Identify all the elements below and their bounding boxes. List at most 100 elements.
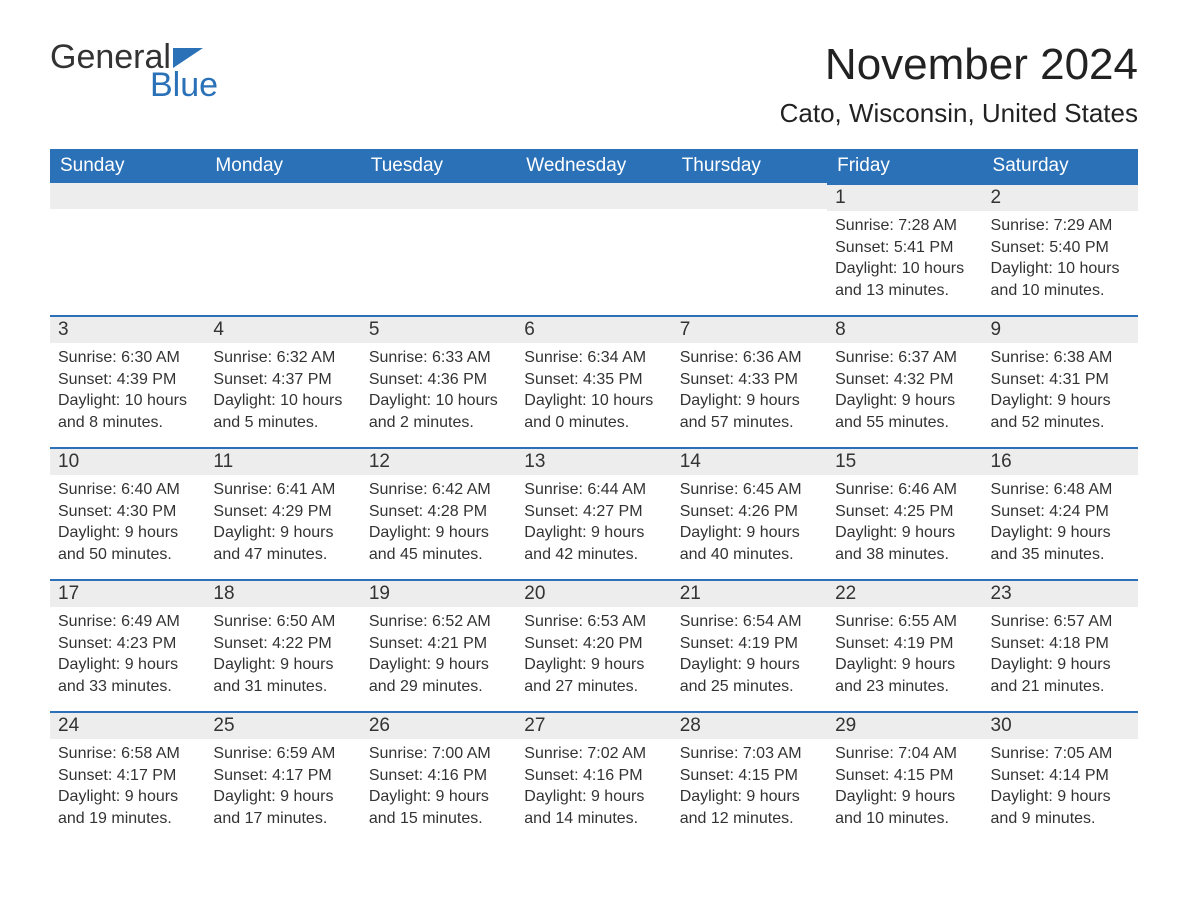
daylight-line: Daylight: 9 hours and 52 minutes. bbox=[991, 390, 1130, 433]
daylight-line: Daylight: 9 hours and 23 minutes. bbox=[835, 654, 974, 697]
day-cell: 27Sunrise: 7:02 AMSunset: 4:16 PMDayligh… bbox=[516, 711, 671, 843]
day-body: Sunrise: 6:44 AMSunset: 4:27 PMDaylight:… bbox=[516, 475, 671, 573]
day-body: Sunrise: 6:58 AMSunset: 4:17 PMDaylight:… bbox=[50, 739, 205, 837]
sunset-line: Sunset: 4:20 PM bbox=[524, 633, 663, 655]
day-body: Sunrise: 6:38 AMSunset: 4:31 PMDaylight:… bbox=[983, 343, 1138, 441]
logo-flag-icon bbox=[173, 48, 203, 68]
day-number: 9 bbox=[983, 315, 1138, 343]
sunrise-line: Sunrise: 6:45 AM bbox=[680, 479, 819, 501]
day-number: 8 bbox=[827, 315, 982, 343]
day-body: Sunrise: 6:53 AMSunset: 4:20 PMDaylight:… bbox=[516, 607, 671, 705]
day-body: Sunrise: 6:59 AMSunset: 4:17 PMDaylight:… bbox=[205, 739, 360, 837]
day-body: Sunrise: 7:29 AMSunset: 5:40 PMDaylight:… bbox=[983, 211, 1138, 309]
sunrise-line: Sunrise: 6:36 AM bbox=[680, 347, 819, 369]
weekday-wednesday: Wednesday bbox=[516, 149, 671, 183]
day-cell: 7Sunrise: 6:36 AMSunset: 4:33 PMDaylight… bbox=[672, 315, 827, 447]
day-cell: 22Sunrise: 6:55 AMSunset: 4:19 PMDayligh… bbox=[827, 579, 982, 711]
week-row: 1Sunrise: 7:28 AMSunset: 5:41 PMDaylight… bbox=[50, 183, 1138, 315]
day-number-empty bbox=[516, 183, 671, 209]
sunset-line: Sunset: 4:23 PM bbox=[58, 633, 197, 655]
logo-word2: Blue bbox=[150, 68, 218, 102]
day-number: 18 bbox=[205, 579, 360, 607]
sunset-line: Sunset: 4:28 PM bbox=[369, 501, 508, 523]
sunset-line: Sunset: 4:35 PM bbox=[524, 369, 663, 391]
day-number: 7 bbox=[672, 315, 827, 343]
daylight-line: Daylight: 9 hours and 33 minutes. bbox=[58, 654, 197, 697]
daylight-line: Daylight: 9 hours and 15 minutes. bbox=[369, 786, 508, 829]
daylight-line: Daylight: 9 hours and 40 minutes. bbox=[680, 522, 819, 565]
sunset-line: Sunset: 4:18 PM bbox=[991, 633, 1130, 655]
sunrise-line: Sunrise: 6:50 AM bbox=[213, 611, 352, 633]
week-row: 10Sunrise: 6:40 AMSunset: 4:30 PMDayligh… bbox=[50, 447, 1138, 579]
sunrise-line: Sunrise: 7:29 AM bbox=[991, 215, 1130, 237]
day-cell: 24Sunrise: 6:58 AMSunset: 4:17 PMDayligh… bbox=[50, 711, 205, 843]
day-body: Sunrise: 6:57 AMSunset: 4:18 PMDaylight:… bbox=[983, 607, 1138, 705]
day-cell bbox=[672, 183, 827, 315]
sunset-line: Sunset: 4:17 PM bbox=[213, 765, 352, 787]
sunset-line: Sunset: 4:16 PM bbox=[369, 765, 508, 787]
header: General Blue November 2024 Cato, Wiscons… bbox=[50, 40, 1138, 129]
day-body: Sunrise: 6:52 AMSunset: 4:21 PMDaylight:… bbox=[361, 607, 516, 705]
day-cell: 28Sunrise: 7:03 AMSunset: 4:15 PMDayligh… bbox=[672, 711, 827, 843]
sunrise-line: Sunrise: 6:54 AM bbox=[680, 611, 819, 633]
sunset-line: Sunset: 4:32 PM bbox=[835, 369, 974, 391]
sunset-line: Sunset: 4:17 PM bbox=[58, 765, 197, 787]
day-cell bbox=[205, 183, 360, 315]
sunset-line: Sunset: 4:26 PM bbox=[680, 501, 819, 523]
sunset-line: Sunset: 4:21 PM bbox=[369, 633, 508, 655]
day-body: Sunrise: 6:40 AMSunset: 4:30 PMDaylight:… bbox=[50, 475, 205, 573]
sunset-line: Sunset: 4:39 PM bbox=[58, 369, 197, 391]
daylight-line: Daylight: 9 hours and 38 minutes. bbox=[835, 522, 974, 565]
daylight-line: Daylight: 9 hours and 35 minutes. bbox=[991, 522, 1130, 565]
day-number: 19 bbox=[361, 579, 516, 607]
day-cell: 11Sunrise: 6:41 AMSunset: 4:29 PMDayligh… bbox=[205, 447, 360, 579]
day-cell: 20Sunrise: 6:53 AMSunset: 4:20 PMDayligh… bbox=[516, 579, 671, 711]
sunrise-line: Sunrise: 7:02 AM bbox=[524, 743, 663, 765]
logo: General Blue bbox=[50, 40, 218, 102]
daylight-line: Daylight: 9 hours and 27 minutes. bbox=[524, 654, 663, 697]
weekday-saturday: Saturday bbox=[983, 149, 1138, 183]
day-number: 2 bbox=[983, 183, 1138, 211]
daylight-line: Daylight: 9 hours and 9 minutes. bbox=[991, 786, 1130, 829]
location: Cato, Wisconsin, United States bbox=[780, 98, 1138, 129]
daylight-line: Daylight: 9 hours and 47 minutes. bbox=[213, 522, 352, 565]
sunset-line: Sunset: 5:40 PM bbox=[991, 237, 1130, 259]
daylight-line: Daylight: 9 hours and 12 minutes. bbox=[680, 786, 819, 829]
day-number-empty bbox=[205, 183, 360, 209]
sunrise-line: Sunrise: 6:32 AM bbox=[213, 347, 352, 369]
daylight-line: Daylight: 10 hours and 0 minutes. bbox=[524, 390, 663, 433]
day-body: Sunrise: 6:33 AMSunset: 4:36 PMDaylight:… bbox=[361, 343, 516, 441]
daylight-line: Daylight: 9 hours and 42 minutes. bbox=[524, 522, 663, 565]
daylight-line: Daylight: 10 hours and 8 minutes. bbox=[58, 390, 197, 433]
sunset-line: Sunset: 4:22 PM bbox=[213, 633, 352, 655]
sunrise-line: Sunrise: 6:48 AM bbox=[991, 479, 1130, 501]
sunrise-line: Sunrise: 6:53 AM bbox=[524, 611, 663, 633]
day-number: 15 bbox=[827, 447, 982, 475]
day-body: Sunrise: 6:37 AMSunset: 4:32 PMDaylight:… bbox=[827, 343, 982, 441]
daylight-line: Daylight: 9 hours and 17 minutes. bbox=[213, 786, 352, 829]
sunset-line: Sunset: 4:25 PM bbox=[835, 501, 974, 523]
sunrise-line: Sunrise: 6:37 AM bbox=[835, 347, 974, 369]
daylight-line: Daylight: 9 hours and 14 minutes. bbox=[524, 786, 663, 829]
sunrise-line: Sunrise: 6:46 AM bbox=[835, 479, 974, 501]
day-number: 23 bbox=[983, 579, 1138, 607]
day-number: 6 bbox=[516, 315, 671, 343]
title-block: November 2024 Cato, Wisconsin, United St… bbox=[780, 40, 1138, 129]
sunset-line: Sunset: 5:41 PM bbox=[835, 237, 974, 259]
day-cell: 5Sunrise: 6:33 AMSunset: 4:36 PMDaylight… bbox=[361, 315, 516, 447]
day-body: Sunrise: 6:46 AMSunset: 4:25 PMDaylight:… bbox=[827, 475, 982, 573]
sunset-line: Sunset: 4:27 PM bbox=[524, 501, 663, 523]
week-row: 17Sunrise: 6:49 AMSunset: 4:23 PMDayligh… bbox=[50, 579, 1138, 711]
daylight-line: Daylight: 9 hours and 19 minutes. bbox=[58, 786, 197, 829]
day-body: Sunrise: 7:00 AMSunset: 4:16 PMDaylight:… bbox=[361, 739, 516, 837]
sunset-line: Sunset: 4:16 PM bbox=[524, 765, 663, 787]
day-number: 25 bbox=[205, 711, 360, 739]
sunset-line: Sunset: 4:29 PM bbox=[213, 501, 352, 523]
day-body: Sunrise: 7:02 AMSunset: 4:16 PMDaylight:… bbox=[516, 739, 671, 837]
sunrise-line: Sunrise: 6:40 AM bbox=[58, 479, 197, 501]
month-title: November 2024 bbox=[780, 40, 1138, 90]
day-cell: 4Sunrise: 6:32 AMSunset: 4:37 PMDaylight… bbox=[205, 315, 360, 447]
day-cell: 25Sunrise: 6:59 AMSunset: 4:17 PMDayligh… bbox=[205, 711, 360, 843]
sunrise-line: Sunrise: 6:52 AM bbox=[369, 611, 508, 633]
sunset-line: Sunset: 4:33 PM bbox=[680, 369, 819, 391]
